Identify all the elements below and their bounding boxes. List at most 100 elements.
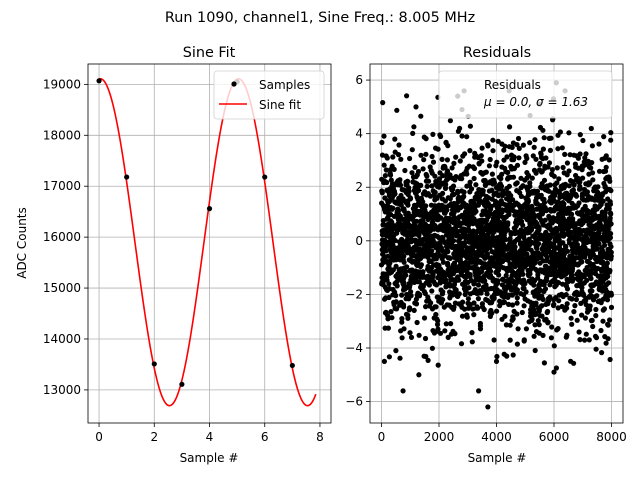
residual-point xyxy=(423,136,429,142)
residual-point xyxy=(478,153,484,159)
legend-sine-fit-label: Sine fit xyxy=(259,98,301,112)
residual-point xyxy=(536,241,542,247)
residual-point xyxy=(447,118,453,124)
residual-point xyxy=(386,294,392,301)
residual-point xyxy=(459,313,466,319)
residual-point xyxy=(386,354,392,360)
residual-point xyxy=(384,179,390,186)
sine-fit-fit-line-layer xyxy=(98,77,317,407)
residual-point xyxy=(464,171,470,177)
residual-point xyxy=(603,340,609,346)
residual-point xyxy=(471,312,477,318)
residual-point xyxy=(535,318,541,324)
residual-point xyxy=(584,277,590,283)
residual-point xyxy=(514,162,521,168)
residual-point xyxy=(576,329,582,335)
residual-point xyxy=(556,237,562,243)
residuals-legend-box xyxy=(438,70,613,119)
residual-point xyxy=(467,272,473,278)
residual-point xyxy=(505,227,511,233)
residual-point xyxy=(501,299,507,305)
residual-point xyxy=(529,175,535,181)
residual-point xyxy=(462,283,468,289)
residual-point xyxy=(608,249,614,255)
residual-point xyxy=(394,306,400,312)
residual-point xyxy=(430,238,436,244)
residual-point xyxy=(382,173,388,179)
residual-point xyxy=(458,341,465,347)
residual-point xyxy=(605,322,611,328)
residual-point xyxy=(447,255,453,261)
residual-point xyxy=(475,282,482,288)
residual-point xyxy=(483,169,489,175)
residual-point xyxy=(395,152,402,158)
residual-point xyxy=(503,272,509,279)
residual-point xyxy=(529,316,535,322)
residual-point xyxy=(590,297,597,303)
residual-point xyxy=(423,353,429,360)
residual-point xyxy=(442,328,448,334)
residual-point xyxy=(540,146,547,152)
residual-point xyxy=(549,167,556,173)
residual-point xyxy=(541,360,548,366)
residual-point xyxy=(577,186,583,192)
residual-point xyxy=(600,198,606,204)
y-tick-label: −6 xyxy=(345,395,363,409)
residual-point xyxy=(548,335,555,341)
residual-point xyxy=(392,136,398,142)
sample-point xyxy=(262,174,268,180)
residual-point xyxy=(596,168,603,174)
residual-point xyxy=(540,127,546,133)
residual-point xyxy=(484,291,490,297)
residual-point xyxy=(481,306,487,313)
residual-point xyxy=(520,271,526,277)
residual-point xyxy=(443,321,449,327)
y-tick-label: 6 xyxy=(355,73,363,87)
residual-point xyxy=(440,289,446,295)
residual-point xyxy=(427,278,433,284)
sample-point xyxy=(151,361,157,367)
residual-point xyxy=(408,293,414,299)
residual-point xyxy=(397,355,403,361)
residual-point xyxy=(457,158,463,164)
residual-point xyxy=(438,133,444,140)
residual-point xyxy=(505,169,511,176)
residual-point xyxy=(495,138,501,144)
residual-point xyxy=(541,135,547,141)
residual-point xyxy=(430,131,436,137)
residual-point xyxy=(505,220,511,226)
residual-point xyxy=(544,254,550,260)
residual-point xyxy=(583,151,589,157)
residual-point xyxy=(547,182,553,188)
residual-point xyxy=(386,265,392,271)
residual-point xyxy=(432,173,438,179)
residual-point xyxy=(443,181,449,188)
residual-point xyxy=(390,154,396,160)
residual-point xyxy=(577,337,583,343)
residual-point xyxy=(571,309,577,315)
residual-point xyxy=(491,337,497,343)
residual-point xyxy=(440,259,446,265)
residual-point xyxy=(440,173,446,179)
residual-point xyxy=(394,107,400,113)
residual-point xyxy=(554,165,560,171)
residuals-legend: Residuals μ = 0.0, σ = 1.63 xyxy=(438,70,613,119)
residual-point xyxy=(521,303,527,309)
residual-point xyxy=(539,313,545,319)
residual-point xyxy=(436,176,443,182)
residual-point xyxy=(566,183,572,189)
residual-point xyxy=(569,211,575,217)
x-tick-label: 6000 xyxy=(539,430,570,444)
residual-point xyxy=(445,249,451,255)
residual-point xyxy=(442,164,448,170)
residual-outlier-point xyxy=(400,388,406,394)
y-tick-label: −2 xyxy=(345,287,363,301)
residual-point xyxy=(514,295,520,301)
residual-point xyxy=(582,315,589,321)
residual-point xyxy=(392,238,398,244)
residual-point xyxy=(608,292,615,298)
residuals-legend-line2: μ = 0.0, σ = 1.63 xyxy=(483,95,588,109)
residual-point xyxy=(596,241,602,247)
residual-point xyxy=(522,159,528,165)
residual-point xyxy=(433,256,439,262)
